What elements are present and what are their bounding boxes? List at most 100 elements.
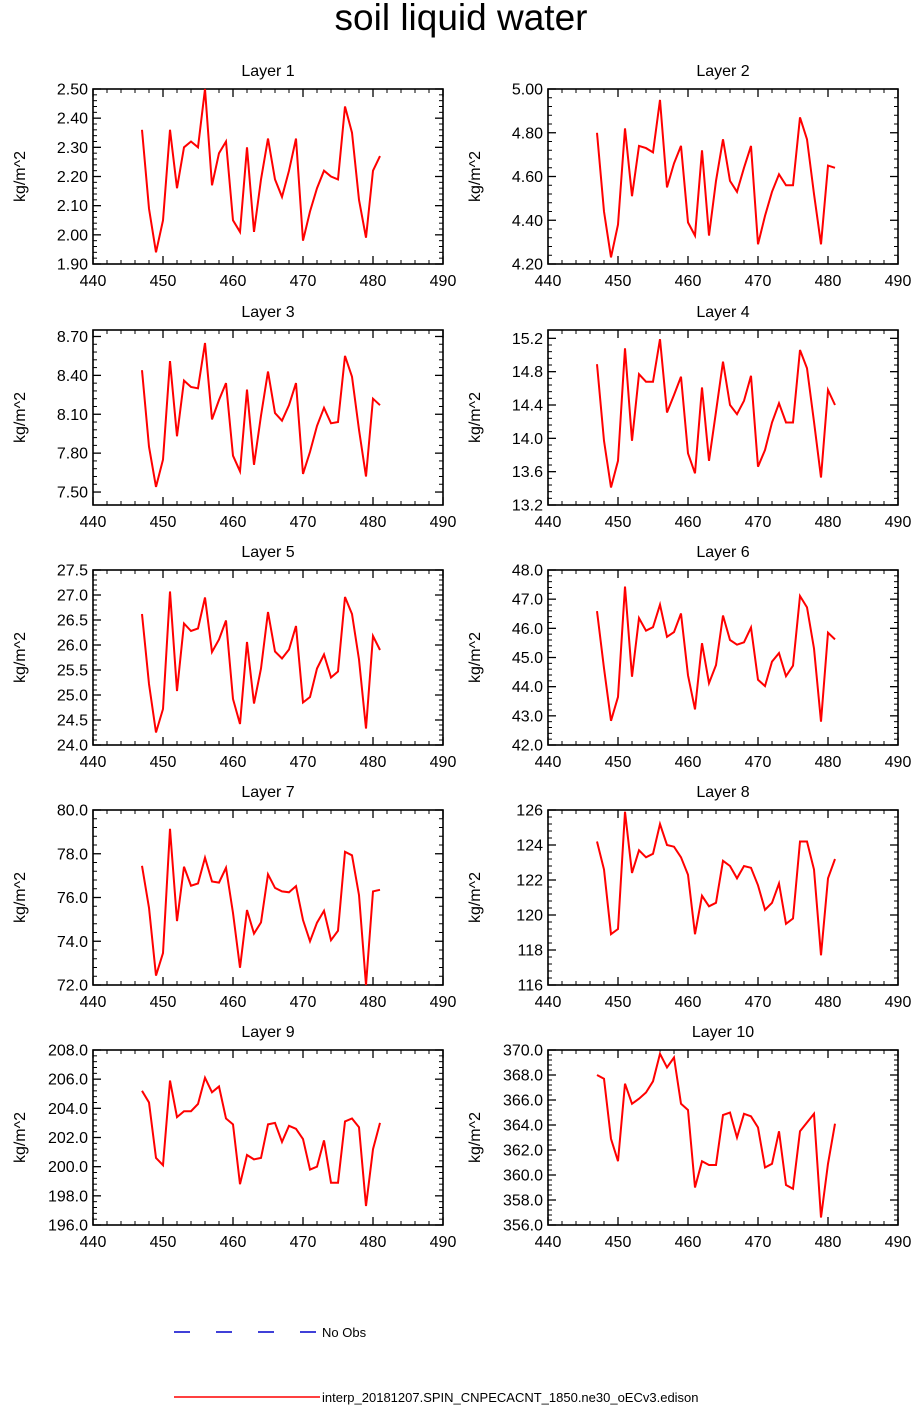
x-tick-label: 480 <box>360 1234 387 1251</box>
x-tick-label: 450 <box>605 994 632 1011</box>
y-tick-label: 26.0 <box>57 638 88 655</box>
y-tick-label: 5.00 <box>512 82 543 99</box>
x-tick-label: 480 <box>815 273 842 290</box>
plot-frame <box>92 569 444 746</box>
plot-frame <box>92 809 444 986</box>
y-tick-label: 356.0 <box>503 1218 543 1235</box>
x-tick-label: 440 <box>535 994 562 1011</box>
x-tick-label: 470 <box>290 1234 317 1251</box>
y-tick-label: 76.0 <box>57 890 88 907</box>
y-axis-label: kg/m^2 <box>467 872 484 923</box>
x-tick-label: 450 <box>150 1234 177 1251</box>
x-tick-label: 480 <box>360 994 387 1011</box>
y-tick-label: 27.5 <box>57 563 88 580</box>
y-tick-label: 24.5 <box>57 713 88 730</box>
panel-title: Layer 2 <box>696 63 749 80</box>
x-tick-label: 450 <box>605 754 632 771</box>
x-tick-label: 490 <box>885 994 912 1011</box>
x-tick-label: 480 <box>360 273 387 290</box>
y-tick-label: 198.0 <box>48 1188 88 1205</box>
plot-frame <box>547 569 899 746</box>
x-tick-label: 490 <box>430 754 457 771</box>
y-tick-label: 74.0 <box>57 934 88 951</box>
y-tick-label: 25.5 <box>57 663 88 680</box>
panel-title: Layer 1 <box>241 63 294 80</box>
x-tick-label: 450 <box>605 273 632 290</box>
y-tick-label: 4.40 <box>512 213 543 230</box>
y-tick-label: 124 <box>516 838 543 855</box>
x-tick-label: 470 <box>745 994 772 1011</box>
panel-title: Layer 4 <box>696 304 749 321</box>
x-tick-label: 460 <box>675 273 702 290</box>
y-tick-label: 25.0 <box>57 688 88 705</box>
panel-title: Layer 3 <box>241 304 294 321</box>
series-line-layer-3 <box>141 342 381 488</box>
plot-frame <box>92 329 444 506</box>
x-tick-label: 440 <box>80 754 107 771</box>
y-tick-label: 8.70 <box>57 329 88 346</box>
y-axis-label: kg/m^2 <box>12 392 29 443</box>
plot-frame <box>547 809 899 986</box>
x-tick-label: 440 <box>535 1234 562 1251</box>
x-tick-label: 460 <box>675 994 702 1011</box>
panel-title: Layer 8 <box>696 784 749 801</box>
series-line-layer-4 <box>596 339 836 488</box>
x-tick-label: 470 <box>745 754 772 771</box>
x-tick-label: 450 <box>605 514 632 531</box>
panel-layer-9: Layer 9 196.0 198.0 200.0 202.0 204.0 206.0 208… <box>12 1024 456 1251</box>
y-tick-label: 200.0 <box>48 1159 88 1176</box>
x-tick-label: 490 <box>885 754 912 771</box>
x-tick-label: 470 <box>290 273 317 290</box>
x-tick-label: 440 <box>535 514 562 531</box>
y-tick-label: 42.0 <box>512 738 543 755</box>
y-tick-label: 26.5 <box>57 613 88 630</box>
x-tick-label: 480 <box>815 514 842 531</box>
y-tick-label: 364.0 <box>503 1118 543 1135</box>
y-axis-label: kg/m^2 <box>12 872 29 923</box>
y-tick-label: 208.0 <box>48 1043 88 1060</box>
plot-frame <box>92 1049 444 1226</box>
x-tick-label: 480 <box>360 514 387 531</box>
x-tick-label: 450 <box>150 754 177 771</box>
plot-frame <box>547 329 899 506</box>
y-tick-label: 2.20 <box>57 169 88 186</box>
x-tick-label: 440 <box>535 273 562 290</box>
y-tick-label: 366.0 <box>503 1093 543 1110</box>
y-tick-label: 14.4 <box>512 398 543 415</box>
y-tick-label: 116 <box>517 978 543 995</box>
x-tick-label: 460 <box>675 754 702 771</box>
legend-label-model: interp_20181207.SPIN_CNPECACNT_1850.ne30… <box>322 1390 699 1405</box>
series-line-layer-1 <box>141 88 381 253</box>
panels: Layer 1 1.90 2.00 2.10 2.20 2.30 2.40 2.50 440 45… <box>12 63 911 1251</box>
y-tick-label: 2.10 <box>57 198 88 215</box>
x-tick-label: 450 <box>605 1234 632 1251</box>
y-tick-label: 43.0 <box>512 708 543 725</box>
y-tick-label: 370.0 <box>503 1043 543 1060</box>
x-tick-label: 460 <box>220 1234 247 1251</box>
y-tick-label: 44.0 <box>512 679 543 696</box>
y-tick-label: 358.0 <box>503 1193 543 1210</box>
y-axis-label: kg/m^2 <box>12 1112 29 1163</box>
panel-layer-3: Layer 3 7.50 7.80 8.10 8.40 8.70 440 450 460 470 4… <box>12 304 456 531</box>
y-tick-label: 4.80 <box>512 125 543 142</box>
y-tick-label: 24.0 <box>57 738 88 755</box>
x-tick-label: 450 <box>150 273 177 290</box>
x-tick-label: 450 <box>150 514 177 531</box>
x-tick-label: 440 <box>535 754 562 771</box>
x-tick-label: 470 <box>290 514 317 531</box>
y-tick-label: 1.90 <box>57 257 88 274</box>
series-line-layer-7 <box>141 828 381 986</box>
panel-layer-5: Layer 5 24.0 24.5 25.0 25.5 26.0 26.5 27.0 27.5 4… <box>12 544 456 771</box>
x-tick-label: 490 <box>430 273 457 290</box>
x-tick-label: 490 <box>430 994 457 1011</box>
series-line-layer-6 <box>596 586 836 722</box>
x-tick-label: 490 <box>430 514 457 531</box>
panel-layer-2: Layer 2 4.20 4.40 4.60 4.80 5.00 440 450 460 470 4… <box>467 63 911 290</box>
y-tick-label: 126 <box>516 803 543 820</box>
y-tick-label: 360.0 <box>503 1168 543 1185</box>
x-tick-label: 490 <box>885 1234 912 1251</box>
x-tick-label: 480 <box>815 1234 842 1251</box>
figure-title: soil liquid water <box>335 0 588 38</box>
x-tick-label: 460 <box>220 273 247 290</box>
